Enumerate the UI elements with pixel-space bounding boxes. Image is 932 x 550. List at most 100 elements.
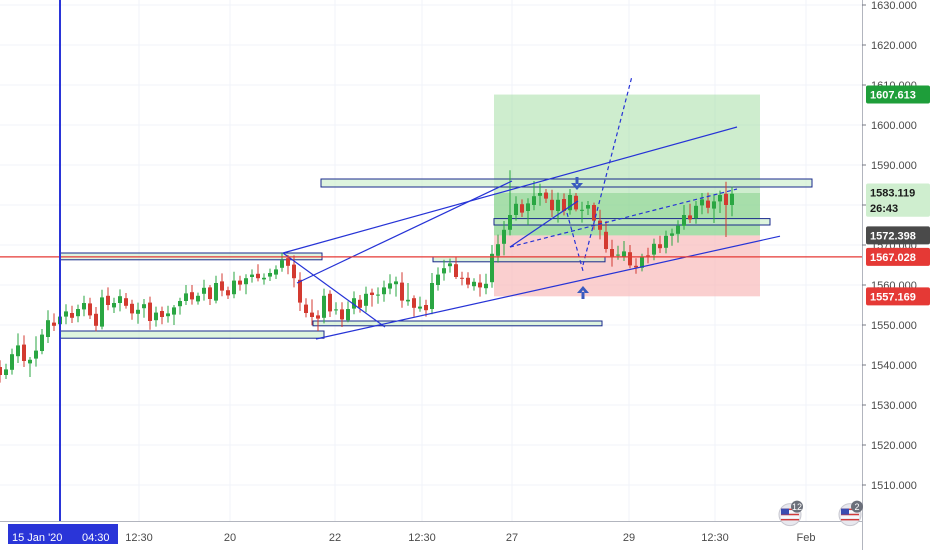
trendline[interactable] [282, 126, 738, 254]
candle-body [322, 295, 326, 318]
candle-body [556, 199, 560, 211]
zone-rectangle[interactable] [312, 320, 603, 327]
candle-body [250, 274, 254, 277]
candle [658, 235, 662, 253]
price-label: 26:43 [866, 198, 930, 217]
zone-rectangle[interactable] [493, 218, 771, 226]
candle [136, 302, 140, 324]
candle-body [262, 277, 266, 280]
candle-body [364, 293, 368, 306]
candle-body [154, 312, 158, 321]
candle [304, 298, 308, 318]
trendline[interactable] [509, 200, 579, 248]
candle-body [544, 192, 548, 199]
candle-body [670, 233, 674, 236]
candle-body [352, 298, 356, 309]
candle-body [652, 243, 656, 255]
price-label-bg [866, 287, 930, 306]
badge-count-bg [791, 500, 803, 513]
candle [118, 289, 122, 312]
candle [424, 299, 428, 317]
zone-rectangle[interactable] [320, 178, 813, 188]
candle-body [148, 302, 152, 321]
candle-body [76, 309, 80, 317]
event-flag-icon[interactable]: 12 [778, 500, 803, 527]
candle-body [700, 199, 704, 206]
candle [490, 245, 494, 288]
candle [430, 273, 434, 315]
candle [502, 221, 506, 256]
position-tool [494, 94, 760, 297]
candle-body [100, 297, 104, 327]
candle [646, 247, 650, 264]
candle-body [682, 215, 686, 226]
event-badges: 12 2 [778, 500, 863, 527]
flag-stripe [781, 508, 799, 510]
candle-body [604, 231, 608, 249]
candle-body [70, 313, 74, 318]
time-tick-label: 27 [506, 532, 518, 544]
event-flag-icon[interactable]: 2 [838, 500, 863, 527]
candle-body [616, 254, 620, 256]
candle [202, 279, 206, 301]
price-label-bg [866, 198, 930, 217]
candle-body [328, 293, 332, 312]
candle [262, 273, 266, 285]
candle [94, 307, 98, 332]
trendline[interactable] [582, 76, 633, 266]
flag-stripe [781, 516, 799, 518]
trendline[interactable] [566, 212, 584, 272]
candle [130, 299, 134, 320]
trendline[interactable] [296, 180, 513, 284]
crosshair-date-label: 15 Jan '20 [12, 532, 62, 544]
candle [556, 192, 560, 223]
candle [76, 304, 80, 323]
zone-rectangle[interactable] [432, 256, 606, 263]
trendline[interactable] [282, 252, 386, 328]
candle-body [214, 283, 218, 301]
candle-body [664, 235, 668, 248]
zone-rectangle[interactable] [59, 330, 325, 339]
price-label: 1572.398 [866, 226, 930, 245]
candle [310, 299, 314, 326]
candle-body [268, 273, 272, 277]
candle-body [340, 309, 344, 320]
candle-body [376, 294, 380, 296]
candle-body [418, 306, 422, 309]
candle-body [394, 281, 398, 285]
time-tick-label: 20 [224, 532, 236, 544]
price-tick-label: 1590.000 [871, 160, 917, 172]
candle-body [502, 229, 506, 244]
candle-body [280, 260, 284, 268]
candle-body [178, 301, 182, 307]
candle-body [160, 311, 164, 317]
candle-body [232, 280, 236, 295]
candle [190, 285, 194, 305]
candle-body [94, 313, 98, 326]
candle [16, 333, 20, 363]
candle [274, 265, 278, 279]
candle-body [226, 290, 230, 296]
candle-body [532, 196, 536, 205]
candle-body [412, 298, 416, 308]
candle-body [718, 195, 722, 202]
candle [232, 271, 236, 299]
flag-stripe [781, 511, 799, 513]
candle [52, 313, 56, 331]
stop-zone[interactable] [494, 235, 760, 297]
candle-body [388, 283, 392, 289]
candle [160, 306, 164, 325]
time-axis-bg [0, 521, 862, 550]
candle-body [580, 209, 584, 211]
candle-body [118, 296, 122, 303]
candle-body [646, 255, 650, 257]
candle [268, 268, 272, 281]
price-tick-label: 1530.000 [871, 400, 917, 412]
trendline[interactable] [315, 235, 781, 340]
time-tick-label: Feb [797, 532, 816, 544]
candle-body [346, 309, 350, 321]
time-tick-label: 22 [329, 532, 341, 544]
candle [520, 199, 524, 217]
candle [610, 239, 614, 267]
